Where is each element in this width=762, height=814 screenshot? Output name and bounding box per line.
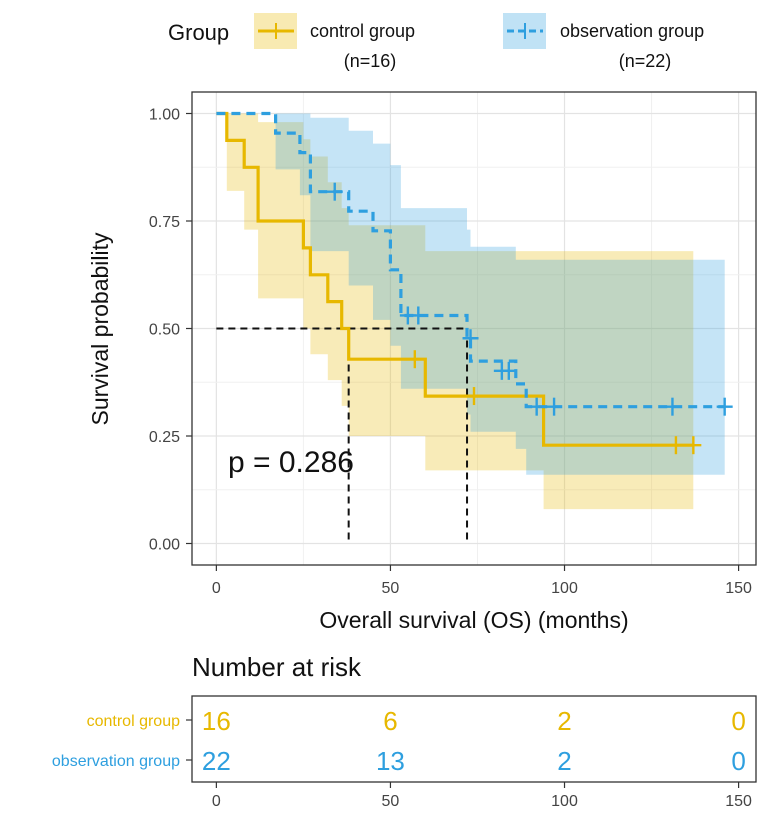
censor-marks bbox=[326, 182, 733, 455]
y-tick-label: 0.00 bbox=[149, 537, 180, 554]
censor-mark-control bbox=[406, 350, 423, 369]
risk-count: 2 bbox=[557, 746, 571, 776]
y-tick-label: 0.25 bbox=[149, 429, 180, 446]
x-tick-label: 100 bbox=[551, 580, 578, 597]
confidence-bands bbox=[216, 113, 725, 510]
grid-layer bbox=[192, 92, 756, 565]
x-tick-label: 0 bbox=[212, 580, 221, 597]
x-tick-label: 150 bbox=[725, 580, 752, 597]
censor-mark-observation bbox=[326, 182, 343, 201]
p-value-annotation: p = 0.286 bbox=[228, 446, 354, 479]
censor-mark-observation bbox=[716, 397, 733, 416]
y-tick-label: 0.50 bbox=[149, 322, 180, 339]
legend-label-control: control group bbox=[310, 21, 415, 41]
risk-x-tick-label: 0 bbox=[212, 793, 221, 810]
risk-count: 22 bbox=[202, 746, 231, 776]
censor-mark-observation bbox=[664, 397, 681, 416]
risk-table-title: Number at risk bbox=[192, 652, 362, 682]
survival-curves bbox=[216, 111, 725, 447]
x-axis-label: Overall survival (OS) (months) bbox=[319, 607, 628, 633]
risk-row-label-observation: observation group bbox=[52, 753, 180, 770]
risk-count: 16 bbox=[202, 706, 231, 736]
censor-mark-observation bbox=[500, 361, 517, 380]
y-tick-label: 0.75 bbox=[149, 214, 180, 231]
legend-key-observation bbox=[503, 13, 546, 49]
y-axis-ticks: 0.00 0.25 0.50 0.75 1.00 bbox=[149, 107, 192, 554]
risk-table-border bbox=[191, 695, 757, 783]
risk-table: control group 16 6 2 0 observation group 22 13 2… bbox=[52, 695, 757, 810]
risk-x-tick-label: 150 bbox=[725, 793, 752, 810]
legend-sub-observation: (n=22) bbox=[619, 51, 672, 71]
risk-table-x-ticks: 0 50 100 150 bbox=[212, 782, 752, 810]
risk-count: 0 bbox=[731, 746, 745, 776]
censor-mark-control bbox=[685, 436, 702, 455]
risk-count: 2 bbox=[557, 706, 571, 736]
risk-x-tick-label: 100 bbox=[551, 793, 578, 810]
x-tick-label: 50 bbox=[382, 580, 400, 597]
legend-title: Group bbox=[168, 20, 229, 45]
risk-count: 6 bbox=[383, 706, 397, 736]
censor-mark-observation bbox=[410, 306, 427, 325]
legend-key-control bbox=[254, 13, 297, 49]
plot-panel: p = 0.286 0 50 100 150 0.00 0.25 0.50 0.75 1.00 bbox=[149, 91, 757, 597]
ci-band-observation bbox=[216, 113, 725, 475]
y-axis-label: Survival probability bbox=[87, 232, 113, 426]
curve-control bbox=[216, 111, 694, 447]
risk-count: 13 bbox=[376, 746, 405, 776]
x-axis-ticks: 0 50 100 150 bbox=[212, 565, 752, 597]
censor-mark-observation bbox=[528, 397, 545, 416]
censor-mark-control bbox=[667, 436, 684, 455]
risk-x-tick-label: 50 bbox=[382, 793, 400, 810]
legend-sub-control: (n=16) bbox=[344, 51, 397, 71]
ci-band-control bbox=[216, 113, 694, 510]
legend-label-observation: observation group bbox=[560, 21, 704, 41]
censor-mark-observation bbox=[462, 329, 479, 348]
risk-table-cells: control group 16 6 2 0 observation group 22 13 2… bbox=[52, 706, 746, 776]
y-tick-label: 1.00 bbox=[149, 107, 180, 124]
risk-count: 0 bbox=[731, 706, 745, 736]
censor-mark-control bbox=[466, 387, 482, 406]
risk-row-label-control: control group bbox=[87, 713, 180, 730]
censor-mark-observation bbox=[546, 397, 563, 416]
legend: Group control group (n=16) observation g… bbox=[168, 13, 704, 71]
